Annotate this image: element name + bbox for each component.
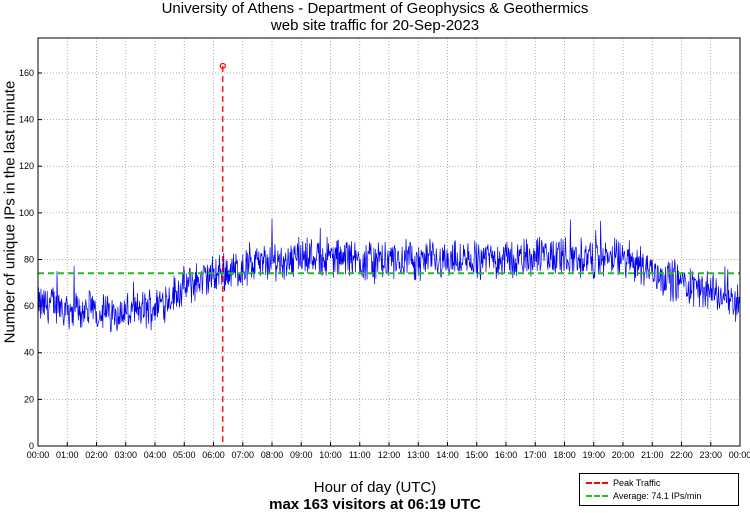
legend-average-label: Average: 74.1 IPs/min [613,491,702,501]
x-tick-label: 22:00 [670,450,693,460]
x-tick-label: 15:00 [465,450,488,460]
chart-title-line1: University of Athens - Department of Geo… [161,0,589,17]
y-tick-label: 20 [24,394,34,404]
peak-summary: max 163 visitors at 06:19 UTC [269,496,481,513]
legend-peak-swatch [586,482,608,484]
traffic-chart: 00:00 01:00 02:00 03:00 04:00 05:00 06:00 07:00… [19,37,750,460]
x-tick-label: 14:00 [436,450,459,460]
y-tick-label: 80 [24,254,34,264]
x-tick-label: 06:00 [202,450,225,460]
x-tick-label: 11:00 [349,450,371,460]
x-tick-label: 05:00 [173,450,196,460]
y-tick-label: 60 [24,301,34,311]
x-tick-label: 01:00 [56,450,79,460]
peak-marker [219,62,226,70]
x-tick-label: 21:00 [641,450,664,460]
chart-title-line2: web site traffic for 20-Sep-2023 [270,17,480,34]
plot-frame [37,37,741,447]
x-tick-label: 13:00 [407,450,430,460]
traffic-series-line [37,219,741,333]
x-tick-label: 08:00 [261,450,284,460]
x-tick-label: 16:00 [495,450,518,460]
x-tick-label: 03:00 [114,450,137,460]
x-tick-label: 04:00 [144,450,167,460]
x-tick-label: 09:00 [290,450,313,460]
x-tick-label: 19:00 [582,450,605,460]
axes: 00:00 01:00 02:00 03:00 04:00 05:00 06:00 07:00… [19,37,750,460]
y-tick-label: 140 [19,115,34,125]
x-axis-label: Hour of day (UTC) [313,479,437,496]
y-tick-label: 40 [24,348,34,358]
x-tick-label: 02:00 [85,450,108,460]
x-tick-label: 17:00 [524,450,547,460]
series-layer [37,62,741,446]
x-tick-label: 00:00 [729,450,750,460]
x-tick-label: 10:00 [319,450,342,460]
y-tick-label: 120 [19,161,34,171]
x-tick-label: 20:00 [612,450,635,460]
legend-item-average: Average: 74.1 IPs/min [586,490,701,502]
legend: Peak Traffic Average: 74.1 IPs/min [579,473,739,506]
grid [38,38,740,446]
y-tick-label: 0 [29,441,34,451]
legend-average-swatch [586,495,608,497]
legend-peak-label: Peak Traffic [613,478,661,488]
x-tick-label: 23:00 [699,450,722,460]
y-tick-label: 100 [19,208,34,218]
x-tick-label: 00:00 [27,450,50,460]
y-tick-label: 160 [19,68,34,78]
x-tick-label: 12:00 [378,450,401,460]
legend-item-peak: Peak Traffic [586,477,660,489]
x-tick-label: 18:00 [553,450,576,460]
x-tick-label: 07:00 [231,450,254,460]
